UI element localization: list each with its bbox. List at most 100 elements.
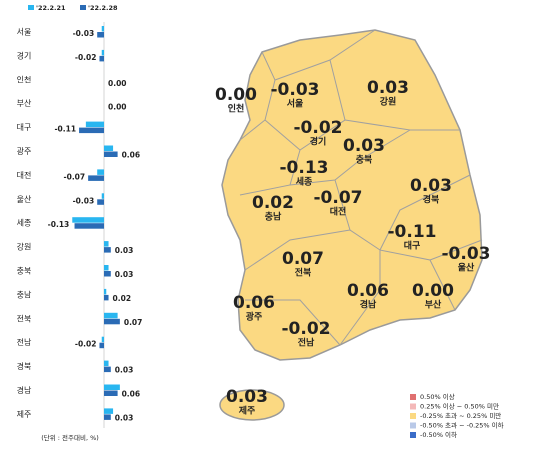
bar <box>104 247 111 253</box>
bar <box>104 366 111 373</box>
map-value: 0.06 <box>347 281 389 301</box>
bar <box>99 342 104 349</box>
bar <box>74 223 104 229</box>
map-value: 0.03 <box>410 176 452 196</box>
bar <box>97 32 104 38</box>
bar <box>101 336 104 343</box>
value-label: 0.06 <box>122 151 141 160</box>
map <box>219 29 483 421</box>
map-value: 0.03 <box>367 78 409 98</box>
value-label: 0.06 <box>122 390 141 399</box>
category-label: 서울 <box>17 28 32 37</box>
bar <box>104 151 118 157</box>
bar <box>104 271 111 277</box>
map-region: 경기 <box>310 136 327 148</box>
bar <box>104 408 114 414</box>
bar <box>101 193 104 199</box>
map-legend-label: -0.50% 초과 ~ -0.25% 이하 <box>420 421 504 430</box>
category-label: 전북 <box>17 313 32 323</box>
map-region: 부산 <box>425 299 442 311</box>
map-value: -0.02 <box>282 319 331 339</box>
category-label: 경기 <box>17 50 32 60</box>
category-label: 충북 <box>17 267 32 276</box>
value-label: 0.07 <box>124 318 143 327</box>
bar <box>101 49 104 56</box>
map-region: 인천 <box>228 104 245 115</box>
bar <box>104 414 111 420</box>
map-region: 전북 <box>295 267 312 279</box>
value-label: -0.03 <box>73 29 95 38</box>
map-region: 세종 <box>296 176 313 188</box>
bar <box>104 288 107 295</box>
legend-label: '22.2.28 <box>88 4 118 12</box>
bar <box>104 265 109 271</box>
category-label: 대구 <box>17 123 32 132</box>
value-label: 0.03 <box>115 413 134 422</box>
map-region: 경북 <box>423 194 440 206</box>
legend-swatch <box>28 5 34 10</box>
map-legend-swatch <box>410 394 416 400</box>
category-label: 강원 <box>17 242 32 252</box>
category-label: 세종 <box>17 219 32 228</box>
value-label: -0.13 <box>48 220 70 229</box>
category-label: 부산 <box>17 98 32 108</box>
bar <box>104 145 114 151</box>
bar <box>97 169 104 175</box>
map-value: 0.03 <box>226 387 268 407</box>
map-region: 대전 <box>330 206 347 218</box>
value-label: -0.02 <box>75 53 97 62</box>
category-label: 경북 <box>17 361 32 371</box>
map-legend-swatch <box>410 432 416 438</box>
category-label: 경남 <box>17 385 32 395</box>
map-region: 강원 <box>380 96 397 108</box>
value-label: 0.03 <box>115 366 134 375</box>
map-region: 대구 <box>404 240 421 252</box>
category-label: 광주 <box>17 146 32 156</box>
map-region: 전남 <box>298 337 315 349</box>
category-label: 인천 <box>17 74 32 84</box>
value-label: 0.03 <box>115 246 134 255</box>
map-region: 광주 <box>246 311 263 323</box>
category-label: 충남 <box>17 290 32 299</box>
value-label: -0.03 <box>73 196 95 205</box>
bar <box>79 127 104 134</box>
bar <box>99 55 104 62</box>
map-value: 0.03 <box>343 136 385 156</box>
bar <box>104 390 118 396</box>
map-value: 0.00 <box>412 281 454 301</box>
bar <box>104 384 120 390</box>
value-label: -0.07 <box>64 172 86 181</box>
bar <box>88 175 104 181</box>
map-jeju <box>219 389 285 421</box>
map-region: 서울 <box>287 98 304 110</box>
bar <box>104 294 109 301</box>
map-legend-label: 0.50% 이상 <box>420 392 455 401</box>
map-legend-swatch <box>410 422 416 429</box>
category-label: 전남 <box>17 337 32 347</box>
bar <box>97 199 104 205</box>
category-label: 울산 <box>17 194 32 204</box>
map-value: -0.03 <box>271 80 320 100</box>
map-value: 0.06 <box>233 293 275 313</box>
bar <box>104 312 118 319</box>
map-legend-label: -0.25% 초과 ~ 0.25% 미만 <box>420 411 501 420</box>
map-value: 0.02 <box>252 193 294 213</box>
map-borders <box>239 29 483 346</box>
map-region: 경남 <box>360 299 377 311</box>
value-label: 0.00 <box>108 79 127 88</box>
bar <box>85 121 104 128</box>
value-label: -0.11 <box>54 125 76 134</box>
unit-note: (단위 : 전주대비, %) <box>41 433 99 442</box>
category-label: 제주 <box>17 410 32 419</box>
bar <box>104 318 120 325</box>
bar <box>104 360 109 367</box>
bar <box>101 26 104 32</box>
map-region: 제주 <box>239 405 256 417</box>
value-label: 0.00 <box>108 103 127 112</box>
map-legend-swatch <box>410 403 416 410</box>
value-label: 0.03 <box>115 270 134 279</box>
map-value: 0.00 <box>215 85 257 105</box>
legend-label: '22.2.21 <box>36 4 66 12</box>
map-value: -0.03 <box>442 244 491 264</box>
map-value: 0.07 <box>282 249 324 269</box>
